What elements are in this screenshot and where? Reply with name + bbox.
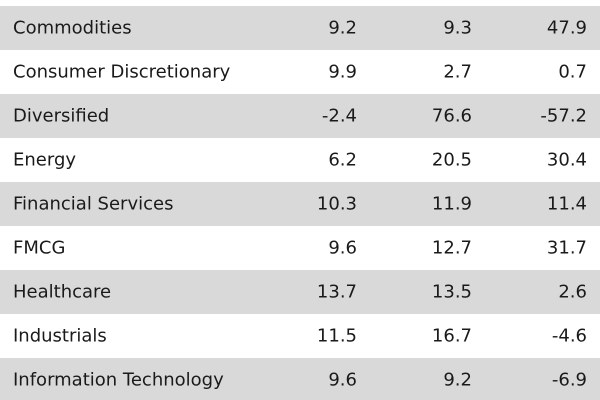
sector-name: Diversified (13, 105, 110, 127)
value-cell: 30.4 (546, 149, 587, 171)
table-row: Energy 6.2 20.5 30.4 (0, 138, 600, 182)
table-row: FMCG 9.6 12.7 31.7 (0, 226, 600, 270)
value-cell: 6.2 (328, 149, 357, 171)
table-row: Financial Services 10.3 11.9 11.4 (0, 182, 600, 226)
table-row: Commodities 9.2 9.3 47.9 (0, 6, 600, 50)
value-cell: 47.9 (546, 17, 587, 39)
value-cell: 31.7 (546, 237, 587, 259)
value-cell: 13.5 (431, 281, 472, 303)
value-cell: 16.7 (431, 325, 472, 347)
sector-name: Industrials (13, 325, 107, 347)
value-cell: 0.7 (558, 61, 587, 83)
sector-name: Information Technology (13, 369, 224, 391)
value-cell: 11.4 (546, 193, 587, 215)
value-cell: 9.3 (443, 17, 472, 39)
value-cell: 9.6 (328, 369, 357, 391)
value-cell: 2.6 (558, 281, 587, 303)
value-cell: -6.9 (551, 369, 587, 391)
value-cell: 9.2 (443, 369, 472, 391)
value-cell: 13.7 (316, 281, 357, 303)
value-cell: 9.6 (328, 237, 357, 259)
value-cell: -57.2 (540, 105, 587, 127)
value-cell: 11.5 (316, 325, 357, 347)
value-cell: 9.2 (328, 17, 357, 39)
value-cell: 76.6 (431, 105, 472, 127)
table-row: Healthcare 13.7 13.5 2.6 (0, 270, 600, 314)
table-row: Industrials 11.5 16.7 -4.6 (0, 314, 600, 358)
table-row: Information Technology 9.6 9.2 -6.9 (0, 358, 600, 400)
sector-name: Financial Services (13, 193, 174, 215)
sector-name: Energy (13, 149, 77, 171)
value-cell: 9.9 (328, 61, 357, 83)
table-row: Consumer Discretionary 9.9 2.7 0.7 (0, 50, 600, 94)
value-cell: 12.7 (431, 237, 472, 259)
value-cell: -4.6 (551, 325, 587, 347)
sector-name: Healthcare (13, 281, 112, 303)
sector-name: FMCG (13, 237, 66, 259)
table-row: Diversified -2.4 76.6 -57.2 (0, 94, 600, 138)
value-cell: 10.3 (316, 193, 357, 215)
value-cell: 11.9 (431, 193, 472, 215)
value-cell: 2.7 (443, 61, 472, 83)
value-cell: -2.4 (321, 105, 357, 127)
value-cell: 20.5 (431, 149, 472, 171)
sector-name: Consumer Discretionary (13, 61, 231, 83)
sector-name: Commodities (13, 17, 132, 39)
